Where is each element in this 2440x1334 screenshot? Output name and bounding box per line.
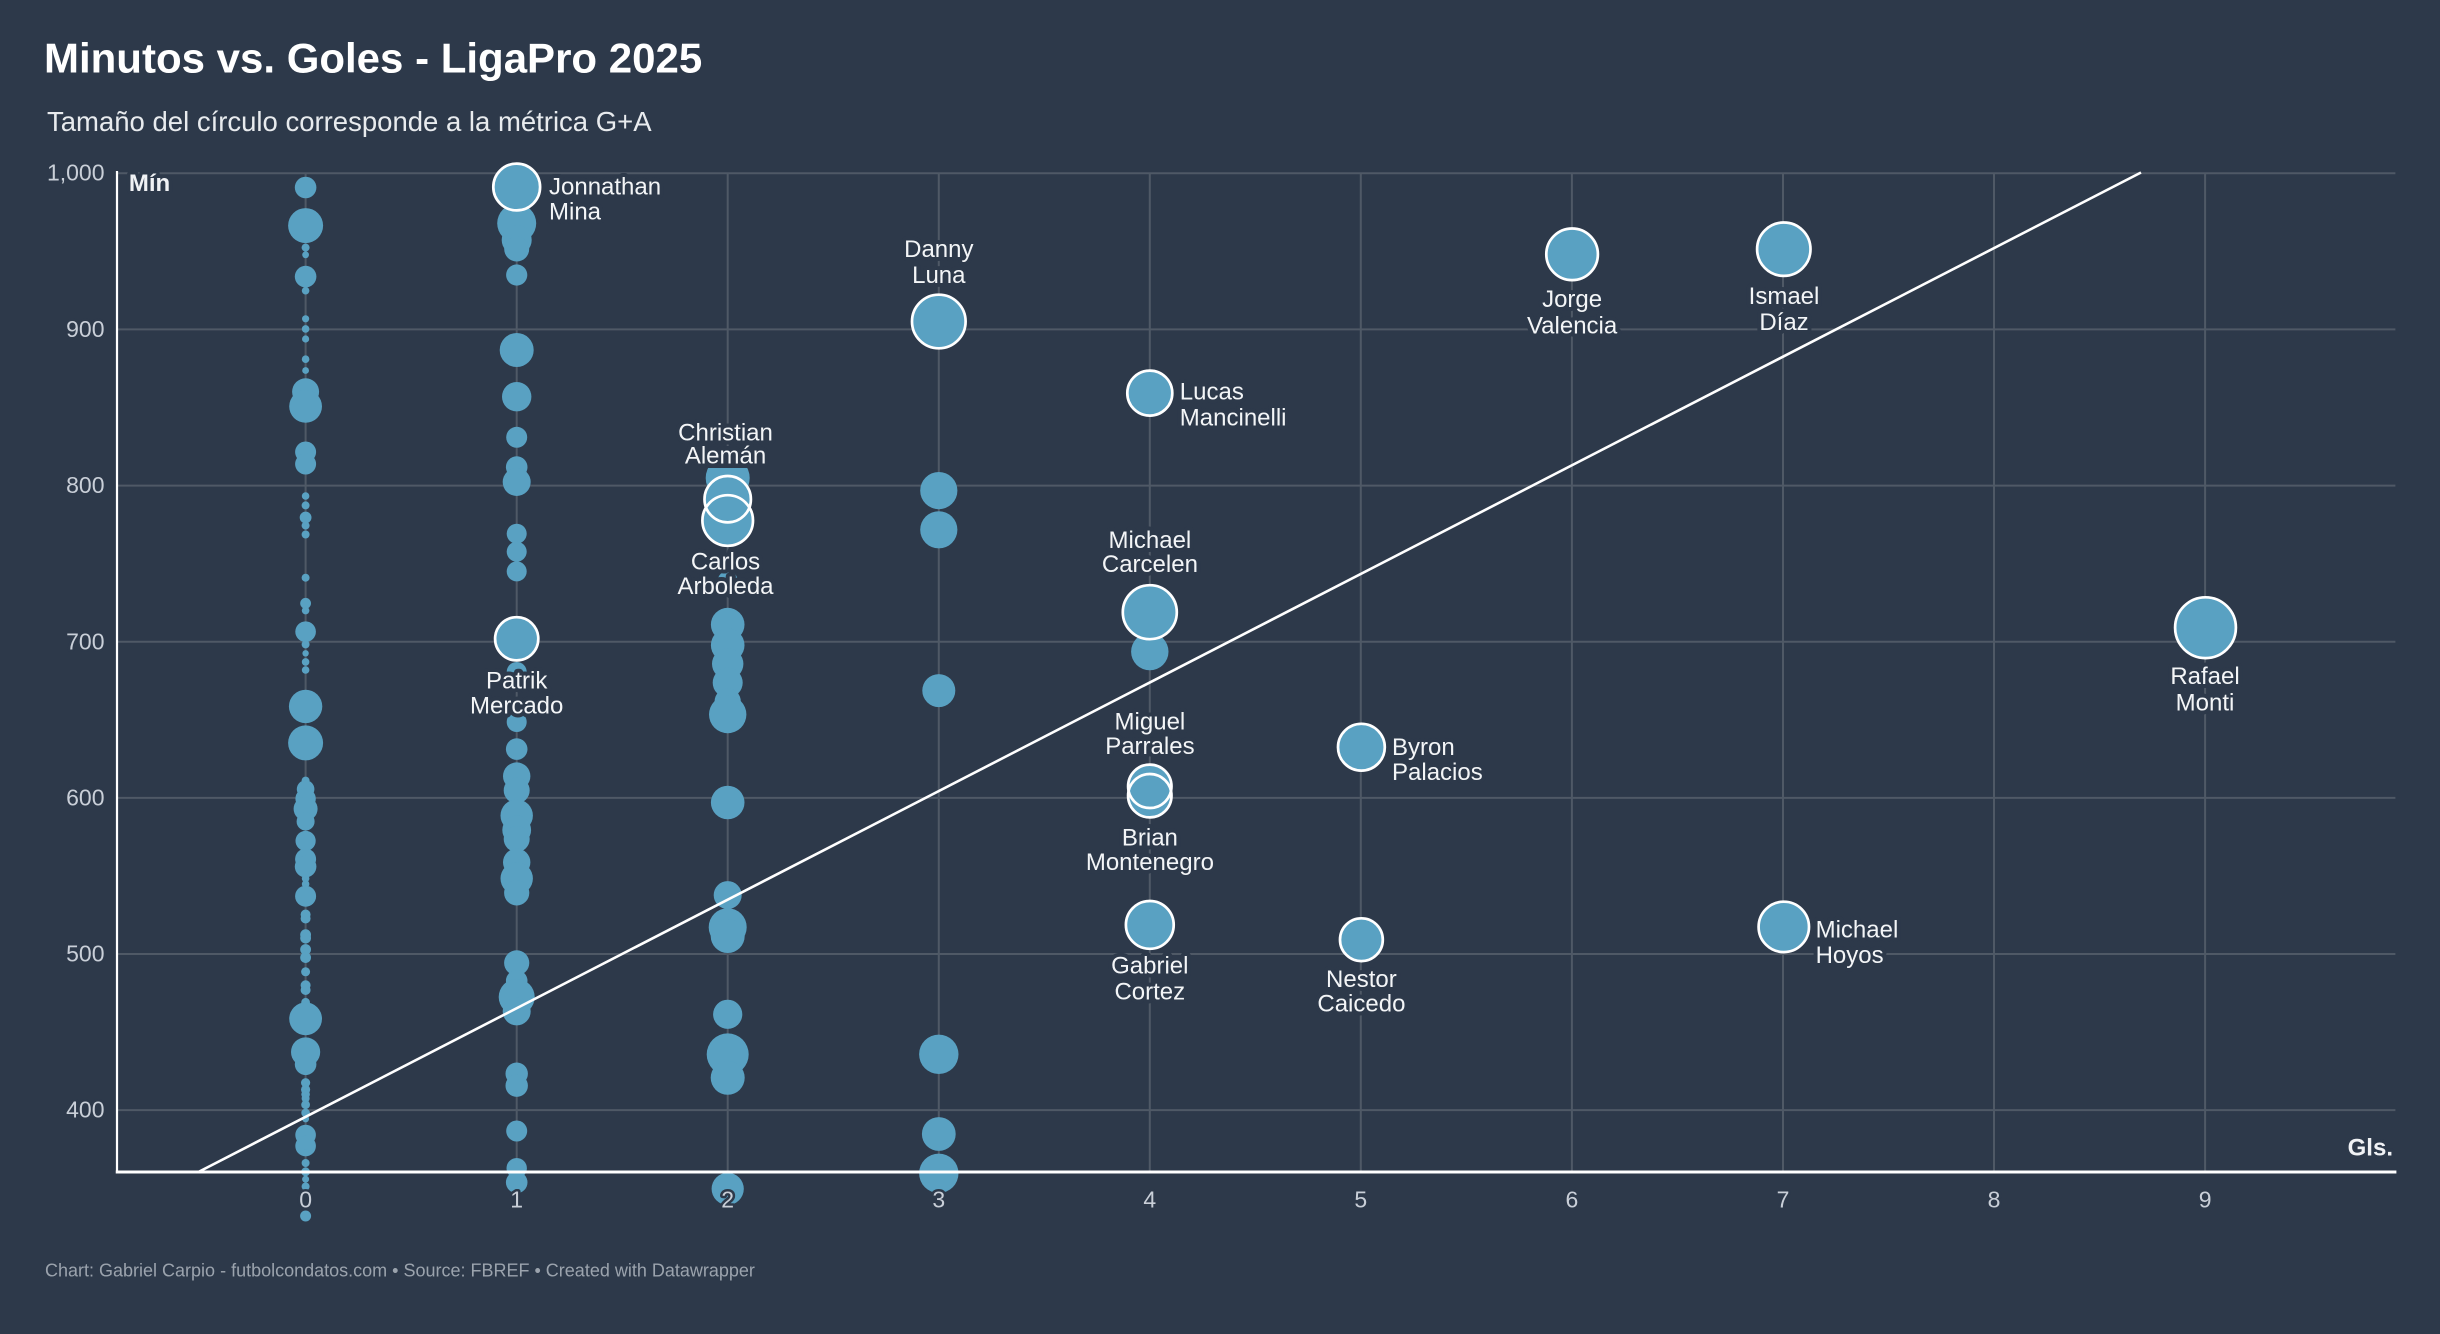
svg-text:0: 0 [299, 1187, 312, 1213]
svg-text:Nestor: Nestor [1326, 966, 1397, 993]
svg-text:Alemán: Alemán [685, 442, 766, 469]
svg-text:Mina: Mina [549, 199, 602, 226]
svg-text:3: 3 [932, 1187, 945, 1213]
svg-text:Brian: Brian [1122, 825, 1178, 852]
svg-text:Valencia: Valencia [1527, 313, 1618, 340]
svg-text:Palacios: Palacios [1392, 759, 1483, 786]
svg-text:Parrales: Parrales [1105, 733, 1194, 760]
svg-text:800: 800 [66, 472, 104, 498]
svg-text:900: 900 [66, 316, 104, 342]
svg-text:Caicedo: Caicedo [1317, 990, 1405, 1017]
svg-text:Michael: Michael [1816, 916, 1899, 943]
svg-text:Christian: Christian [678, 419, 773, 446]
svg-text:400: 400 [66, 1097, 104, 1123]
svg-text:700: 700 [66, 628, 104, 654]
svg-text:Carlos: Carlos [691, 549, 760, 576]
svg-text:Montenegro: Montenegro [1086, 849, 1214, 876]
svg-text:Chart: Gabriel Carpio - futbol: Chart: Gabriel Carpio - futbolcondatos.c… [45, 1261, 755, 1281]
svg-text:Gabriel: Gabriel [1111, 953, 1188, 980]
svg-text:Arboleda: Arboleda [677, 573, 774, 600]
svg-text:Mercado: Mercado [470, 692, 563, 719]
svg-text:Carcelen: Carcelen [1102, 551, 1198, 578]
svg-text:Hoyos: Hoyos [1816, 942, 1884, 969]
svg-text:600: 600 [66, 785, 104, 811]
svg-text:6: 6 [1566, 1187, 1579, 1213]
svg-text:Michael: Michael [1109, 527, 1192, 554]
svg-text:Jorge: Jorge [1542, 286, 1602, 313]
svg-text:1,000: 1,000 [47, 160, 105, 186]
svg-text:2: 2 [721, 1187, 734, 1213]
svg-text:1: 1 [510, 1187, 523, 1213]
svg-text:4: 4 [1143, 1187, 1156, 1213]
svg-text:Patrik: Patrik [486, 668, 548, 695]
svg-text:Cortez: Cortez [1114, 978, 1185, 1005]
svg-text:Miguel: Miguel [1115, 708, 1186, 735]
svg-text:Byron: Byron [1392, 734, 1455, 761]
svg-text:5: 5 [1354, 1187, 1367, 1213]
svg-text:Lucas: Lucas [1180, 379, 1244, 406]
svg-text:9: 9 [2199, 1187, 2212, 1213]
svg-text:Díaz: Díaz [1759, 309, 1808, 336]
svg-text:8: 8 [1988, 1187, 2001, 1213]
svg-text:500: 500 [66, 941, 104, 967]
svg-text:Minutos vs. Goles - LigaPro 20: Minutos vs. Goles - LigaPro 2025 [44, 35, 702, 82]
svg-text:Danny: Danny [904, 236, 973, 263]
svg-text:Tamaño del círculo corresponde: Tamaño del círculo corresponde a la métr… [47, 106, 652, 137]
svg-text:Mín: Mín [129, 170, 170, 197]
svg-text:Rafael: Rafael [2170, 663, 2239, 690]
svg-text:Luna: Luna [912, 262, 966, 289]
svg-text:7: 7 [1777, 1187, 1790, 1213]
svg-text:Gls.: Gls. [2348, 1135, 2393, 1162]
svg-text:Jonnathan: Jonnathan [549, 173, 661, 200]
svg-text:Ismael: Ismael [1749, 283, 1820, 310]
svg-text:Mancinelli: Mancinelli [1180, 405, 1287, 432]
svg-text:Monti: Monti [2176, 690, 2235, 717]
